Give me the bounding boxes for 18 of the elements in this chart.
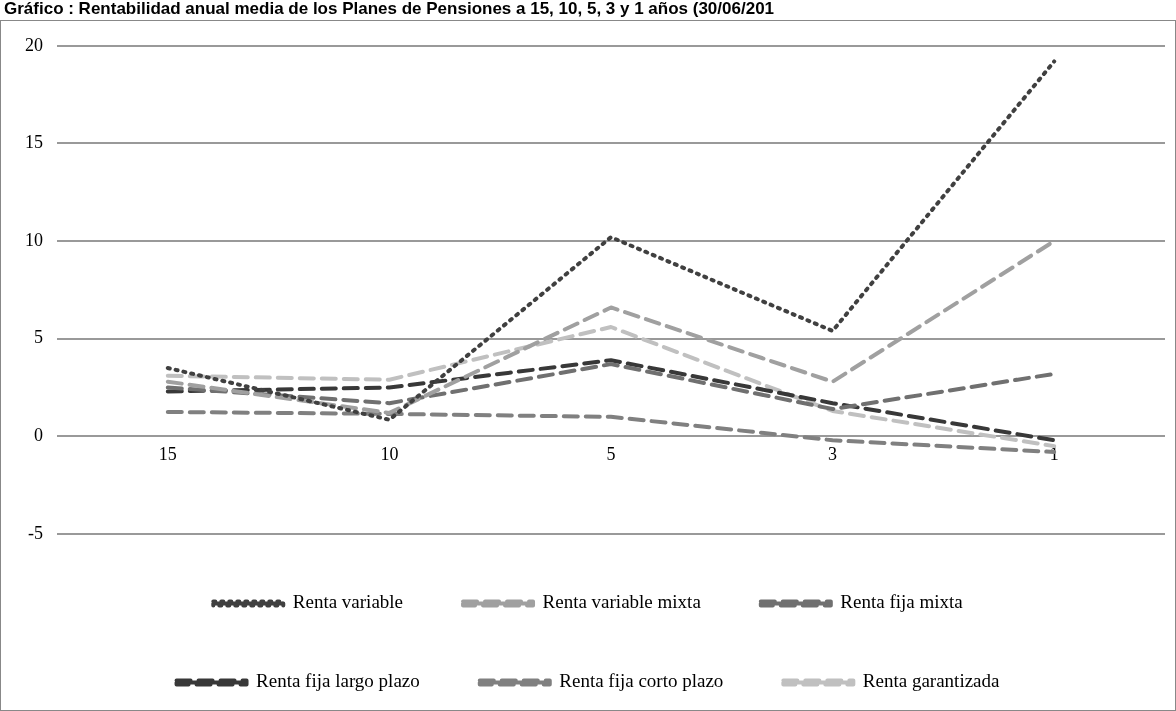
legend-label: Renta fija largo plazo <box>256 670 420 692</box>
y-tick-label: 10 <box>25 229 43 250</box>
y-tick-label: 0 <box>34 425 43 446</box>
y-tick-label: 20 <box>25 34 43 55</box>
x-tick-label: 10 <box>380 443 399 464</box>
legend-label: Renta variable mixta <box>542 591 702 613</box>
x-tick-label: 3 <box>828 443 838 464</box>
y-tick-label: -5 <box>28 522 43 543</box>
chart-title: Gráfico : Rentabilidad anual media de los Planes de Pensiones a 15, 10, 5, 3 y 1 años (30/06/201 <box>3 0 776 20</box>
legend-label: Renta fija mixta <box>840 591 964 613</box>
x-tick-label: 5 <box>606 443 616 464</box>
legend-label: Renta fija corto plazo <box>559 670 724 692</box>
legend-label: Renta variable <box>292 591 404 613</box>
x-tick-label: 15 <box>158 443 177 464</box>
line-series <box>165 325 1057 449</box>
y-tick-label: 15 <box>25 132 43 153</box>
legend-label: Renta garantizada <box>862 670 1001 692</box>
y-tick-label: 5 <box>34 327 43 348</box>
